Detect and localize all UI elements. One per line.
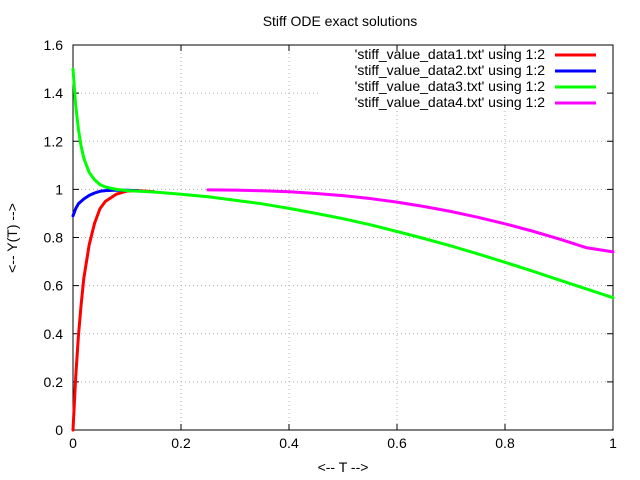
series-line-4 — [206, 188, 615, 254]
legend-label-3: 'stiff_value_data3.txt' using 1:2 — [355, 78, 546, 94]
x-tick-label: 0.8 — [495, 435, 515, 451]
x-tick-label: 0.4 — [279, 435, 299, 451]
x-axis-label: <-- T --> — [318, 459, 369, 475]
legend: 'stiff_value_data1.txt' using 1:2'stiff_… — [355, 46, 596, 110]
chart-title: Stiff ODE exact solutions — [263, 13, 418, 29]
legend-label-2: 'stiff_value_data2.txt' using 1:2 — [355, 62, 546, 78]
y-tick-label: 1.6 — [44, 37, 64, 53]
grid-lines — [73, 45, 613, 430]
series-line-1 — [71, 189, 156, 432]
legend-label-4: 'stiff_value_data4.txt' using 1:2 — [355, 94, 546, 110]
x-tick-label: 1 — [609, 435, 617, 451]
y-tick-label: 0.8 — [44, 230, 64, 246]
legend-label-1: 'stiff_value_data1.txt' using 1:2 — [355, 46, 546, 62]
y-axis-label: <-- Y(T) --> — [4, 203, 20, 273]
series-layer — [71, 67, 615, 432]
y-tick-label: 0.2 — [44, 374, 64, 390]
y-tick-label: 0 — [55, 422, 63, 438]
series-line-3 — [71, 67, 615, 300]
y-tick-label: 0.6 — [44, 278, 64, 294]
y-tick-label: 1 — [55, 181, 63, 197]
x-tick-label: 0.2 — [171, 435, 191, 451]
y-tick-label: 0.4 — [44, 326, 64, 342]
y-tick-label: 1.4 — [44, 85, 64, 101]
y-tick-label: 1.2 — [44, 133, 64, 149]
x-tick-label: 0.6 — [387, 435, 407, 451]
x-tick-label: 0 — [69, 435, 77, 451]
